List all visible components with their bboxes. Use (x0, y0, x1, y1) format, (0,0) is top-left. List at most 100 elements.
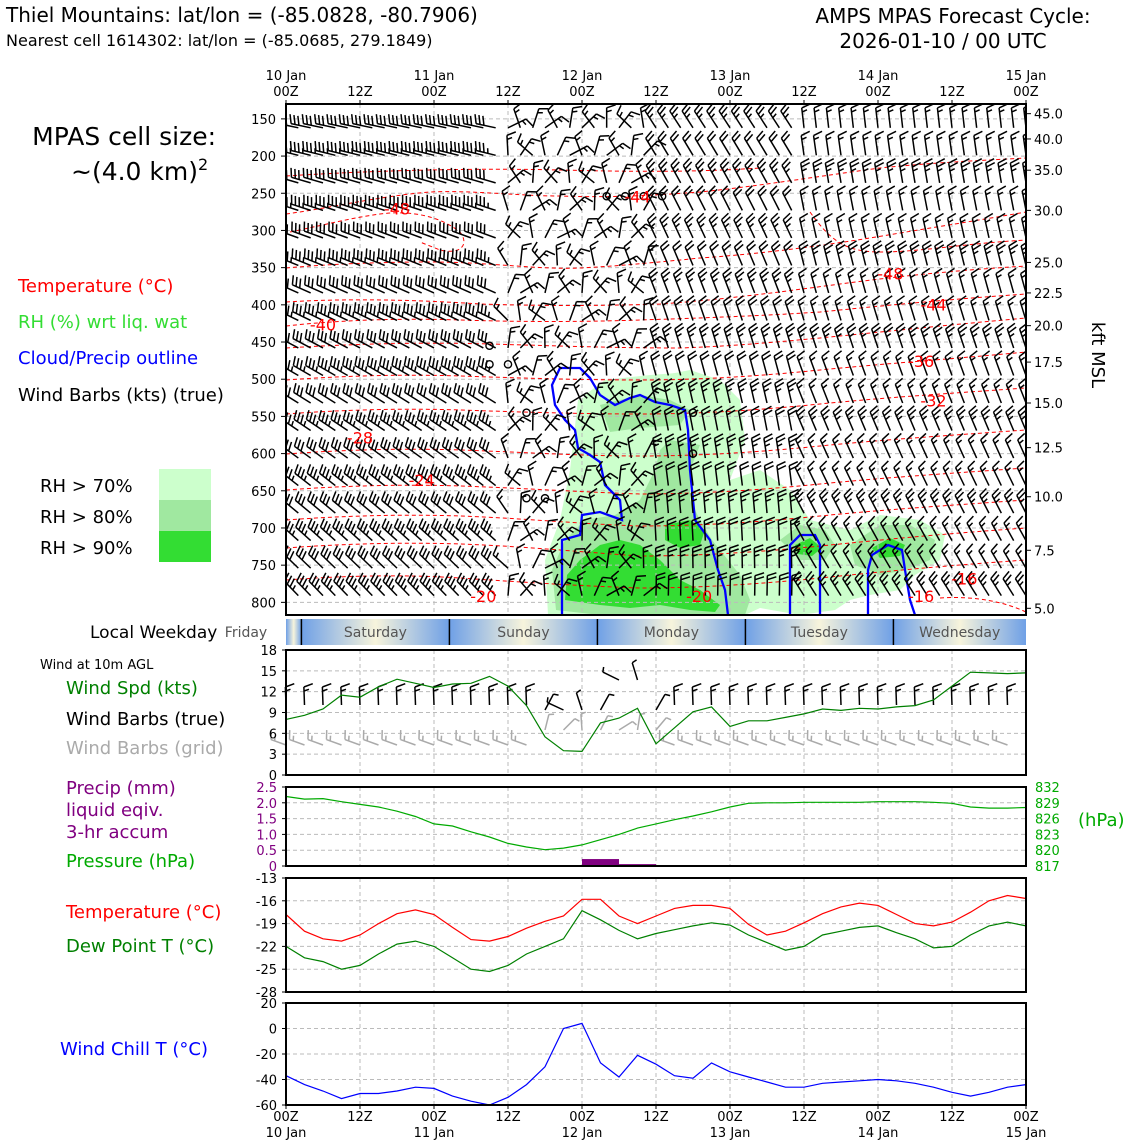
upper-wind-barb (493, 297, 509, 321)
upper-wind-barb (449, 114, 472, 129)
upper-wind-barb (817, 543, 830, 569)
surface-grid-barb (806, 730, 823, 746)
upper-wind-barb (679, 572, 691, 596)
upper-wind-barb (879, 515, 891, 541)
upper-wind-barb (862, 130, 872, 156)
surface-wind-barb (575, 689, 583, 711)
upper-wind-barb (477, 356, 497, 377)
upper-wind-barb (832, 405, 843, 431)
upper-wind-barb (869, 377, 879, 404)
upper-wind-barb (520, 87, 543, 100)
upper-wind-barb (936, 130, 946, 156)
upper-wind-barb (532, 445, 558, 459)
upper-wind-barb (665, 460, 676, 486)
upper-wind-barb (774, 405, 785, 431)
upper-wind-barb (771, 267, 782, 294)
upper-wind-barb (546, 350, 558, 376)
upper-wind-barb (929, 515, 941, 541)
hpa-tick-label: 650 (251, 485, 276, 500)
upper-wind-barb (669, 130, 682, 156)
y-tick-label: 18 (260, 644, 277, 659)
windchill-line (285, 1022, 1027, 1106)
upper-wind-barb (544, 558, 571, 569)
surface-wind-barb (303, 682, 314, 706)
upper-wind-barb (855, 515, 867, 541)
upper-wind-barb (303, 221, 324, 239)
upper-wind-barb (732, 185, 744, 211)
upper-wind-barb (390, 302, 410, 322)
upper-wind-barb (666, 516, 677, 541)
upper-wind-barb (985, 104, 996, 128)
upper-wind-barb (711, 322, 722, 349)
top-hour-label: 12Z (791, 85, 817, 100)
upper-wind-barb (790, 544, 801, 569)
upper-wind-barb (501, 185, 511, 211)
upper-wind-barb (702, 488, 713, 514)
surface-wind-barb (858, 682, 869, 706)
upper-wind-barb (286, 385, 299, 404)
temperature-panel-frame (285, 877, 1027, 993)
upper-wind-barb (923, 130, 934, 156)
upper-wind-barb (549, 542, 559, 569)
bottom-date-label: 11 Jan (414, 1126, 455, 1140)
bottom-hour-label: 00Z (717, 1110, 743, 1125)
upper-wind-barb (716, 572, 728, 596)
upper-wind-barb (292, 329, 312, 349)
upper-wind-barb (990, 515, 1002, 541)
legend-rh: RH (%) wrt liq. wat (18, 312, 187, 333)
upper-wind-barb (702, 460, 713, 486)
upper-wind-barb (795, 432, 805, 459)
upper-wind-barb (443, 518, 460, 542)
surface-wind-barb (546, 697, 564, 711)
upper-wind-barb (984, 158, 996, 183)
y-tick-label: 9 (269, 707, 277, 722)
upper-wind-barb (751, 460, 762, 486)
upper-wind-barb (439, 275, 459, 294)
upper-wind-barb (351, 140, 373, 157)
dewpoint-line (285, 909, 1027, 973)
upper-wind-barb (871, 295, 881, 321)
surface-grid-barb (658, 730, 675, 746)
upper-wind-barb (758, 240, 769, 266)
upper-wind-barb (400, 140, 422, 157)
upper-wind-barb (879, 543, 891, 569)
upper-wind-barb (439, 248, 459, 267)
upper-wind-barb (1015, 543, 1026, 569)
upper-wind-barb (699, 350, 710, 376)
upper-wind-barb (367, 437, 386, 459)
upper-wind-barb (733, 212, 744, 239)
upper-wind-barb (290, 194, 311, 212)
upper-wind-barb (917, 488, 928, 514)
upper-wind-barb (669, 104, 682, 129)
bottom-hour-label: 00Z (1013, 1110, 1039, 1125)
upper-wind-barb (647, 240, 658, 266)
upper-wind-barb (684, 240, 695, 266)
top-hour-label: 00Z (569, 85, 595, 100)
upper-wind-barb (980, 432, 990, 459)
upper-wind-barb (604, 187, 620, 211)
upper-wind-barb (831, 488, 842, 514)
upper-wind-barb (605, 493, 624, 514)
upper-wind-barb (834, 267, 844, 294)
upper-wind-barb (836, 158, 848, 183)
precip-pressure-panel: Precip (mm) liquid eqiv. 3-hr accum Pres… (66, 778, 1125, 875)
upper-wind-barb (898, 158, 909, 183)
bottom-hour-label: 12Z (495, 1110, 521, 1125)
station-title: Thiel Mountains: lat/lon = (-85.0828, -8… (5, 3, 478, 27)
surface-wind-barb (932, 682, 943, 706)
upper-wind-barb (724, 350, 735, 376)
upper-wind-barb (293, 437, 312, 459)
upper-wind-barb (417, 464, 435, 487)
upper-wind-barb (661, 295, 672, 321)
upper-wind-barb (531, 406, 543, 431)
contour-36 (286, 351, 1026, 381)
upper-wind-barb (343, 464, 361, 487)
upper-wind-barb (781, 157, 793, 184)
upper-wind-barb (403, 329, 423, 349)
upper-wind-barb (916, 515, 928, 541)
upper-wind-barb (975, 77, 984, 101)
y-tick-label: -20 (256, 1048, 277, 1063)
upper-wind-barb (515, 543, 526, 569)
upper-wind-barb (735, 322, 746, 349)
upper-wind-barb (824, 158, 835, 183)
